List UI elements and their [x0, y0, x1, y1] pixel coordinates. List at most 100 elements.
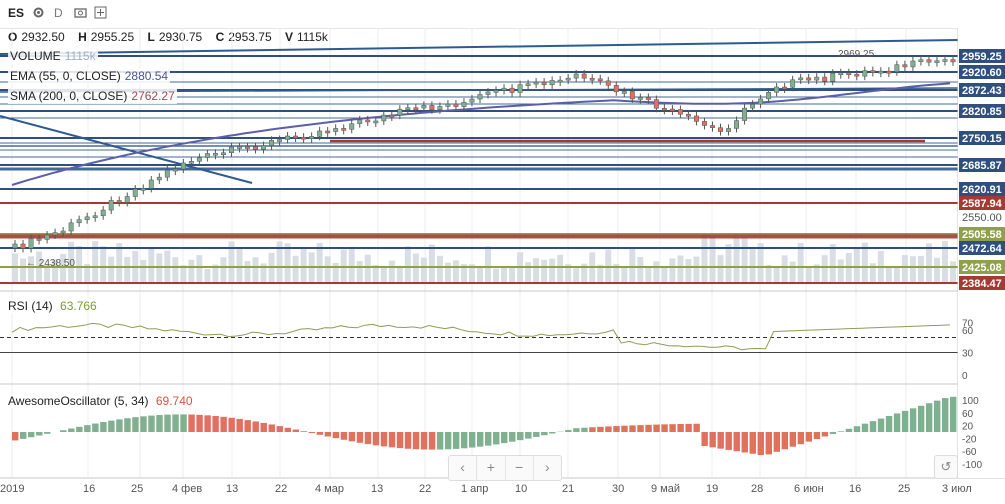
time-axis-label: 16 [83, 483, 95, 495]
ao-bar [605, 426, 612, 432]
ao-bar [236, 418, 243, 432]
candle-body [838, 72, 844, 75]
candle-body [758, 98, 764, 105]
zoom-out-button[interactable]: − [506, 456, 534, 480]
time-axis-label: 9 май [651, 483, 680, 495]
volume-legend[interactable]: VOLUME 1115k [8, 48, 98, 64]
candle-body [437, 106, 443, 110]
candle-body [798, 77, 804, 81]
volume-bar [789, 261, 796, 283]
ohlc-h-label: H [78, 30, 87, 44]
candle-body [413, 107, 419, 110]
volume-bar [677, 255, 684, 283]
ao-bar [28, 432, 35, 438]
candle-body [237, 146, 242, 149]
snapshot-icon[interactable] [74, 6, 87, 22]
ao-bar [460, 432, 468, 449]
volume-bar [749, 247, 756, 283]
volume-bar [733, 238, 740, 283]
candle-body [926, 59, 932, 63]
ao-bar [701, 432, 708, 447]
volume-bar [693, 256, 700, 283]
zoom-in-button[interactable]: + [477, 456, 506, 480]
ao-bar [428, 432, 436, 450]
candle-body [830, 72, 836, 82]
volume-bar [485, 246, 492, 283]
ao-bar [244, 420, 251, 432]
candle-body [405, 107, 411, 110]
volume-bar [893, 268, 900, 283]
ao-bar [220, 416, 227, 432]
price-axis: 2959.25 2920.60 2872.43 2820.85 2750.15 2685.… [959, 49, 1005, 290]
price-tag [959, 182, 1005, 196]
candle-body [902, 64, 908, 68]
volume-bar [725, 244, 732, 283]
ao-bar [292, 429, 300, 432]
time-axis-label: 25 [131, 483, 143, 495]
ao-bar [685, 423, 692, 432]
volume-bar [124, 256, 131, 283]
ao-bar [861, 423, 869, 432]
volume-bar [565, 264, 572, 283]
scroll-forward-button[interactable]: › [545, 459, 550, 475]
candle-body [188, 161, 194, 164]
volume-bar [228, 241, 235, 283]
ao-axis-label: -60 [962, 447, 977, 458]
rsi-axis-label: 0 [962, 371, 968, 382]
ema-legend-label: EMA (55, 0, CLOSE) [10, 69, 121, 83]
ao-bar [316, 432, 324, 435]
candle-body [870, 70, 876, 73]
ao-bar [949, 396, 957, 432]
candle-body [68, 222, 74, 232]
ema-legend[interactable]: EMA (55, 0, CLOSE) 2880.54 [8, 68, 171, 84]
rsi-legend[interactable]: RSI (14) 63.766 [8, 299, 97, 313]
ao-legend-label: AwesomeOscillator (5, 34) [8, 394, 149, 408]
candle-body [229, 146, 234, 154]
gear-icon[interactable] [32, 6, 45, 22]
volume-bar [404, 246, 411, 283]
volume-bar [629, 248, 636, 283]
volume-bar [60, 253, 67, 283]
upper-trend-line [0, 39, 959, 55]
ao-bar [573, 428, 580, 432]
ao-bar [805, 432, 813, 442]
rsi-axis-label: 30 [962, 349, 974, 360]
candle-body [100, 209, 106, 217]
ohlc-v-value: 1115k [296, 30, 328, 44]
ao-bar [172, 414, 179, 432]
candle-body [573, 73, 579, 79]
ao-bar [493, 432, 500, 445]
reset-chart-button[interactable]: ↺ [934, 455, 958, 479]
candle-body [148, 179, 154, 189]
volume-bar [509, 266, 516, 283]
time-axis-label: 1 апр [461, 483, 488, 495]
candle-body [421, 105, 427, 109]
candle-body [517, 84, 523, 93]
volume-bar [869, 263, 876, 283]
ao-bar [517, 432, 524, 441]
candle-body [253, 146, 258, 150]
candle-body [124, 196, 130, 203]
candle-body [389, 114, 395, 118]
candle-body [12, 243, 18, 249]
candle-body [196, 157, 202, 162]
ohlc-l-label: L [147, 30, 155, 44]
time-axis-label: 21 [562, 483, 574, 495]
interval-button[interactable]: D [54, 6, 63, 20]
scroll-back-button[interactable]: ‹ [449, 456, 478, 480]
candle-body [36, 238, 42, 241]
ao-axis-label: 20 [962, 422, 974, 433]
candle-body [533, 81, 539, 85]
plus-icon[interactable] [94, 6, 107, 22]
ao-bar [853, 426, 861, 432]
candle-body [429, 105, 435, 110]
volume-bar [180, 265, 187, 283]
ao-legend[interactable]: AwesomeOscillator (5, 34) 69.740 [8, 394, 193, 408]
volume-bar [372, 265, 379, 283]
symbol-label[interactable]: ES [8, 6, 25, 20]
price-tag-label: 2872.43 [962, 85, 1002, 97]
sma-legend[interactable]: SMA (200, 0, CLOSE) 2762.27 [8, 88, 177, 104]
candle-body [212, 152, 218, 156]
ohlc-c-label: C [215, 30, 225, 44]
